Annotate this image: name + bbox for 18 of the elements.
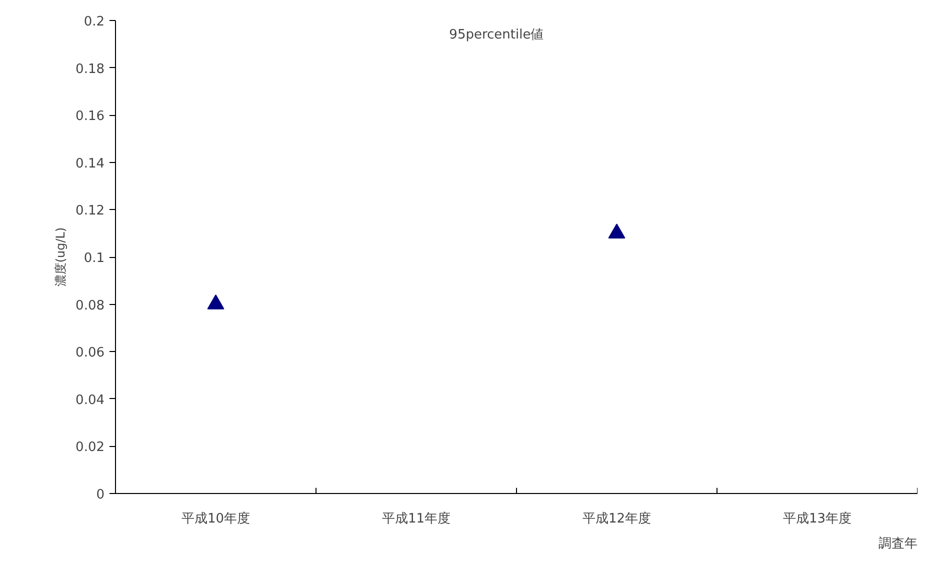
y-tick-label: 0.18 xyxy=(76,62,105,77)
y-tick-label: 0.02 xyxy=(76,440,105,456)
y-tick-label: 0.08 xyxy=(76,298,105,314)
x-tick-label: 平成13年度 xyxy=(782,510,852,526)
y-tick-label: 0.2 xyxy=(84,14,105,30)
y-tick-label: 0.06 xyxy=(76,346,105,361)
x-tick-label: 平成11年度 xyxy=(382,510,451,526)
y-axis-title: 濃度(ug/L) xyxy=(54,227,68,287)
y-tick-label: 0.12 xyxy=(76,204,105,219)
y-tick-label: 0.14 xyxy=(76,156,105,172)
y-tick-label: 0 xyxy=(96,488,105,502)
x-tick-label: 平成10年度 xyxy=(181,510,250,526)
text: 95percentile値 xyxy=(449,28,544,42)
x-axis-title: 調査年 xyxy=(878,536,918,552)
x-tick-label: 平成12年度 xyxy=(582,510,652,526)
y-tick-label: 0.04 xyxy=(76,392,105,408)
y-tick-label: 0.1 xyxy=(84,251,105,266)
y-tick-label: 0.16 xyxy=(76,109,105,124)
